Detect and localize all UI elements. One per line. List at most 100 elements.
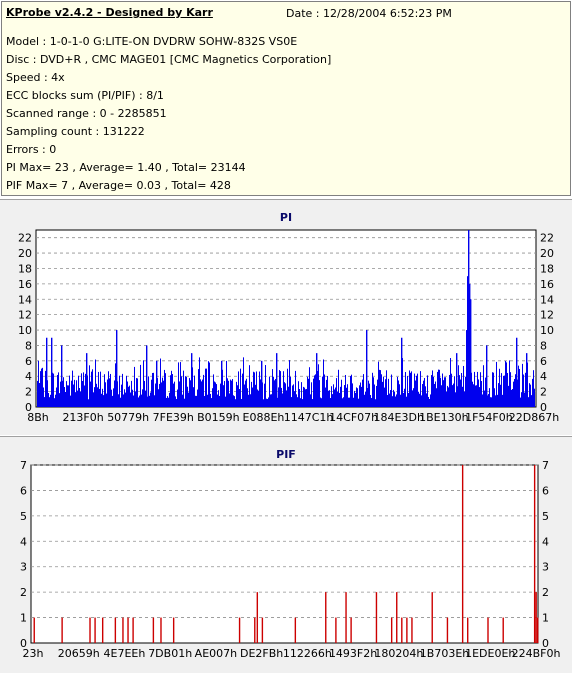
pi-bar <box>515 374 516 407</box>
pi-bar <box>289 360 290 407</box>
pi-bar <box>411 371 412 407</box>
pi-bar <box>305 389 306 407</box>
pi-bar <box>463 365 464 407</box>
pi-ytick-right-20: 20 <box>540 247 554 260</box>
pi-bar <box>426 393 427 407</box>
pi-bar <box>458 365 459 407</box>
pi-bar <box>419 393 420 407</box>
pi-bar <box>364 394 365 407</box>
pi-bar <box>524 392 525 407</box>
pi-bar <box>220 383 221 407</box>
pi-ytick-right-0: 0 <box>540 401 547 414</box>
pi-bar <box>238 371 239 407</box>
pi-bar <box>286 390 287 407</box>
pi-spike-7 <box>191 353 193 407</box>
pi-bar <box>90 381 91 407</box>
pi-bar <box>461 372 462 407</box>
pi-bar <box>285 383 286 407</box>
pi-xtick-7: 14CF07h <box>329 411 378 424</box>
pi-spike-19 <box>470 299 472 407</box>
pi-bar <box>44 397 45 407</box>
pi-bar <box>249 365 250 407</box>
pi-bar <box>389 393 390 407</box>
pi-ytick-right-12: 12 <box>540 309 554 322</box>
pi-bar <box>241 399 242 407</box>
pi-bar <box>170 375 171 407</box>
pif-spike-19 <box>345 592 347 643</box>
pi-bar <box>462 386 463 407</box>
pif-ytick-left-7: 7 <box>20 459 27 472</box>
pif-spike-32 <box>502 617 504 643</box>
pi-bar <box>300 398 301 407</box>
pi-bar <box>309 367 310 407</box>
pi-bar <box>185 376 186 407</box>
pi-bar <box>294 391 295 407</box>
pi-bar <box>159 383 160 407</box>
pi-bar <box>142 389 143 407</box>
pi-bar <box>443 380 444 407</box>
pi-bar <box>527 362 528 407</box>
pi-bar <box>57 374 58 407</box>
pi-bar <box>478 379 479 407</box>
pi-bar <box>327 375 328 407</box>
pi-bar <box>489 388 490 407</box>
pi-bar <box>149 395 150 407</box>
pi-ytick-left-6: 6 <box>25 355 32 368</box>
pif-spike-14 <box>256 592 259 643</box>
pi-bar <box>246 378 247 407</box>
pi-ytick-right-22: 22 <box>540 232 554 245</box>
pi-bar <box>141 394 142 407</box>
pi-bar <box>356 387 357 407</box>
pi-bar <box>393 389 394 407</box>
pi-bar <box>258 390 259 407</box>
pi-spike-2 <box>61 345 63 407</box>
pi-bar <box>378 361 379 407</box>
pi-bar <box>37 380 38 407</box>
pi-bar <box>235 399 236 407</box>
pi-bar <box>154 395 155 407</box>
pi-bar <box>42 367 43 407</box>
pi-bar <box>192 367 193 407</box>
pi-bar <box>239 388 240 407</box>
pi-bar <box>430 394 431 407</box>
pi-stats-line: PI Max= 23 , Average= 1.40 , Total= 2314… <box>6 161 246 174</box>
pif-spike-22 <box>390 617 393 643</box>
pi-bar <box>165 373 166 407</box>
pi-bar <box>406 396 407 407</box>
pi-bar <box>199 357 200 407</box>
pi-bar <box>533 370 534 407</box>
pi-bar <box>88 399 89 407</box>
pi-bar <box>182 394 183 407</box>
pi-bar <box>348 397 349 407</box>
pi-bar <box>257 389 258 407</box>
pi-bar <box>168 397 169 407</box>
pif-spike-28 <box>446 617 449 643</box>
pi-bar <box>169 392 170 407</box>
pi-spike-21 <box>516 337 518 407</box>
ecc-line: ECC blocks sum (PI/PIF) : 8/1 <box>6 89 164 102</box>
pi-bar <box>280 371 281 407</box>
pif-spike-26 <box>411 617 413 643</box>
pi-bar <box>67 385 68 407</box>
pi-bar <box>216 384 217 407</box>
pi-bar <box>234 396 235 407</box>
pi-bar <box>271 394 272 407</box>
pi-bar <box>105 382 106 407</box>
pi-bar <box>337 391 338 407</box>
pi-bar <box>278 387 279 407</box>
pi-bar <box>320 397 321 407</box>
pi-bar <box>74 379 75 407</box>
pi-bar <box>504 375 505 407</box>
pi-bar <box>228 380 229 407</box>
pi-bar <box>346 387 347 407</box>
pi-bar <box>237 385 238 407</box>
pi-bar <box>513 381 514 407</box>
pi-bar <box>232 379 233 407</box>
pi-spike-14 <box>456 353 458 407</box>
pi-bar <box>254 372 255 407</box>
pi-bar <box>150 392 151 407</box>
scan-date: Date : 12/28/2004 6:52:23 PM <box>286 7 452 20</box>
pi-bar <box>400 394 401 407</box>
pi-bar <box>476 385 477 407</box>
pi-bar <box>143 360 144 407</box>
